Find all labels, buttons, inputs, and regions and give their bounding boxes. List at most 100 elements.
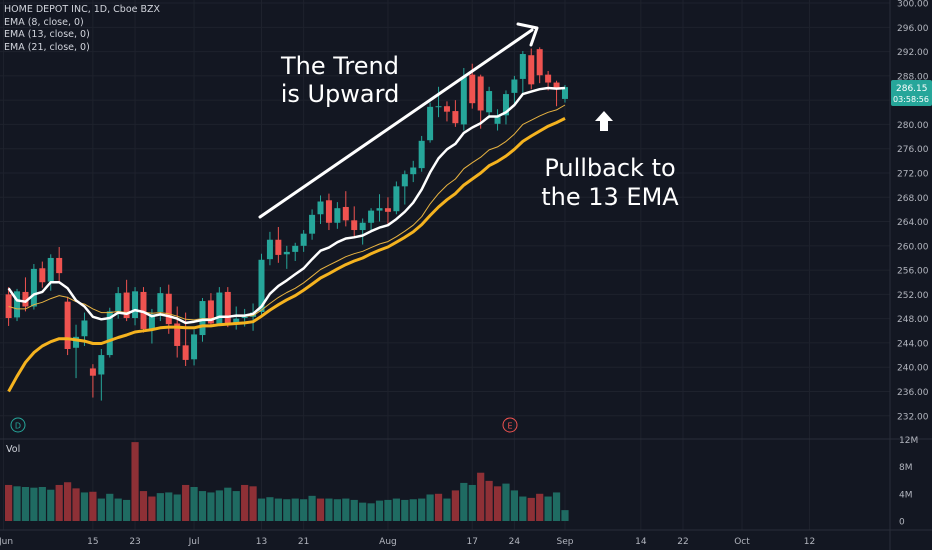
legend-ema8[interactable]: EMA (8, close, 0) [4,16,84,28]
volume-bar [249,486,257,521]
candle-body [56,257,63,274]
volume-bar [426,494,434,521]
volume-bar [182,484,190,521]
time-tick-label: Oct [734,537,750,547]
candle-body [334,208,341,223]
price-tick-label: 232.00 [897,412,929,422]
time-axis[interactable]: Jun 15 23 Jul 13 21 Aug 17 24 Sep 14 22 Oct 12 [0,537,815,547]
volume-bar [359,502,367,521]
candle-body [39,268,46,283]
candle-body [14,291,21,318]
volume-bar [114,498,122,521]
candle-body [477,76,484,111]
volume-bar [519,496,527,521]
volume-bar [325,498,333,521]
volume-bar [401,499,409,521]
volume-bar [190,487,198,521]
trend-annotation-line2: is Upward [280,80,400,108]
volume-bar [241,484,249,521]
legend-ema13[interactable]: EMA (13, close, 0) [4,29,90,40]
annotation-arrows [258,22,613,219]
volume-bar [274,498,282,521]
price-tick-label: 288.00 [897,72,929,82]
candle-body [460,77,467,125]
candle-body [182,345,189,360]
candle-body [410,167,417,175]
volume-bar [89,491,97,521]
volume-bar [485,480,493,521]
candle-body [494,116,501,124]
volume-bar [106,493,114,521]
candle-body [359,222,366,231]
volume-bar [291,498,299,521]
price-tick-label: 280.00 [897,121,929,131]
candle-body [342,206,349,221]
pullback-annotation-line2: the 13 EMA [541,183,679,211]
volume-bar [72,488,80,521]
volume-bar [207,492,215,521]
volume-axis: 0 4M 8M 12M [899,436,918,528]
volume-bar [527,497,535,521]
volume-bar [148,496,156,521]
legend-ema21[interactable]: EMA (21, close, 0) [4,41,90,53]
candle-body [98,355,105,375]
volume-bar [493,486,502,521]
volume-bar [30,487,38,521]
volume-bar [64,482,72,521]
volume-bar [536,493,544,521]
time-tick-label: Sep [556,537,573,547]
candle-body [368,210,375,223]
candle-body [317,201,324,215]
volume-bar [21,487,30,521]
candle-body [309,214,316,234]
price-axis[interactable]: 232.00 236.00 240.00 244.00 248.00 252.00 256.… [897,0,929,422]
volume-bar [266,497,274,521]
candle-body [22,291,29,307]
price-tick-label: 264.00 [897,218,929,228]
volume-bar [451,490,459,521]
price-tick-label: 292.00 [897,48,929,58]
ema13-line [8,104,566,321]
candle-body [418,140,425,169]
time-tick-label: 22 [677,537,688,547]
volume-bar [375,500,384,521]
ema-lines [7,86,566,393]
price-tick-label: 256.00 [897,267,929,277]
candle-body [393,186,400,212]
candle-body [519,54,526,79]
candle-body [241,316,248,319]
candle-body [89,368,96,376]
volume-bar [316,498,325,521]
volume-bar [139,491,148,521]
candle-body [443,106,450,112]
price-tick-label: 272.00 [897,169,929,179]
volume-label: Vol [6,444,21,455]
volume-bar [55,484,63,521]
time-tick-label: 21 [298,537,309,547]
time-tick-label: 13 [256,537,267,547]
candle-body [427,106,434,141]
candle-body [486,91,493,113]
chart-legend: HOME DEPOT INC, 1D, Cboe BZX EMA (8, clo… [4,4,160,54]
volume-tick-label: 12M [899,436,918,446]
candle-body [64,301,71,349]
volume-bar [257,498,266,521]
volume-bar [477,472,485,521]
candle-body [545,74,552,83]
volume-tick-label: 8M [899,463,913,473]
price-tick-label: 252.00 [897,291,929,301]
time-tick-label: 23 [129,537,140,547]
candle-body [376,208,383,211]
time-tick-label: 15 [87,537,98,547]
volume-bar [350,499,358,521]
candle-body [106,311,113,356]
candle-body [300,233,307,246]
candle-body [469,74,476,104]
candle-body [435,106,442,108]
pullback-annotation: Pullback to the 13 EMA [540,154,680,212]
volume-bar [384,499,392,521]
candle-body [283,251,290,255]
trend-arrow-head [516,22,539,47]
time-tick-label: 17 [467,537,478,547]
